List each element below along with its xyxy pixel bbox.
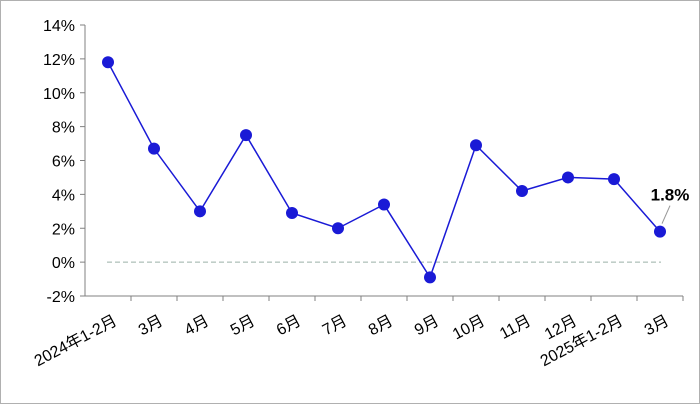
marker <box>424 271 436 284</box>
y-tick-label: -2% <box>47 289 75 306</box>
marker <box>516 184 528 197</box>
marker <box>562 171 574 184</box>
marker <box>378 198 390 211</box>
marker <box>654 225 666 238</box>
value-label: 1.8% <box>651 186 690 205</box>
y-tick-label: 12% <box>43 52 75 69</box>
marker <box>286 207 298 220</box>
marker <box>470 139 482 152</box>
marker <box>102 56 114 69</box>
y-tick-label: 0% <box>52 255 75 272</box>
y-tick-label: 14% <box>43 18 75 35</box>
marker <box>332 222 344 235</box>
y-tick-label: 2% <box>52 221 75 238</box>
y-tick-label: 6% <box>52 154 75 171</box>
y-tick-label: 4% <box>52 187 75 204</box>
y-tick-label: 8% <box>52 120 75 137</box>
marker <box>194 205 206 218</box>
marker <box>608 173 620 186</box>
label-leader <box>661 205 671 224</box>
marker <box>240 129 252 142</box>
marker <box>148 142 160 155</box>
y-tick-label: 10% <box>43 86 75 103</box>
